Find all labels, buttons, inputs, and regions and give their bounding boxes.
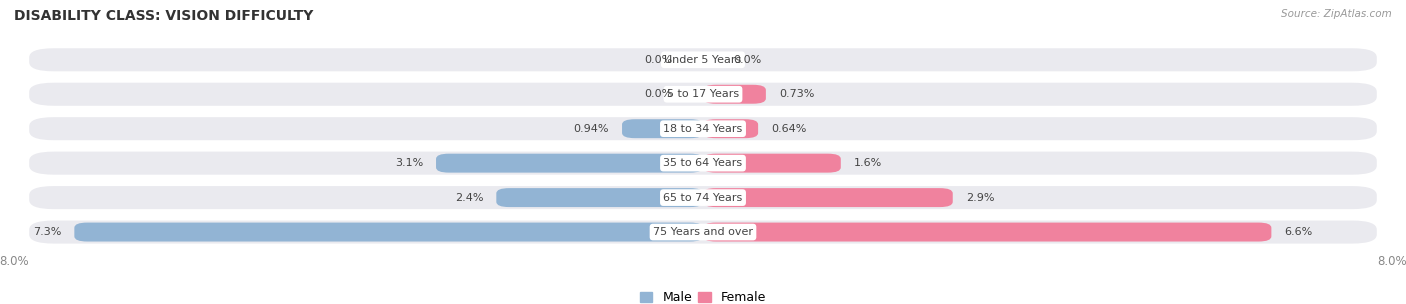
FancyBboxPatch shape <box>703 85 766 104</box>
Text: 0.0%: 0.0% <box>733 55 762 65</box>
Text: Under 5 Years: Under 5 Years <box>665 55 741 65</box>
FancyBboxPatch shape <box>28 185 1378 210</box>
FancyBboxPatch shape <box>703 223 1271 241</box>
FancyBboxPatch shape <box>496 188 703 207</box>
Text: 3.1%: 3.1% <box>395 158 423 168</box>
Text: 75 Years and over: 75 Years and over <box>652 227 754 237</box>
FancyBboxPatch shape <box>75 223 703 241</box>
Text: 65 to 74 Years: 65 to 74 Years <box>664 193 742 202</box>
Text: Source: ZipAtlas.com: Source: ZipAtlas.com <box>1281 9 1392 19</box>
FancyBboxPatch shape <box>28 150 1378 176</box>
FancyBboxPatch shape <box>28 47 1378 73</box>
Text: 0.0%: 0.0% <box>644 89 673 99</box>
FancyBboxPatch shape <box>703 154 841 173</box>
Text: 6.6%: 6.6% <box>1284 227 1313 237</box>
Text: 18 to 34 Years: 18 to 34 Years <box>664 124 742 134</box>
FancyBboxPatch shape <box>703 119 758 138</box>
FancyBboxPatch shape <box>703 188 953 207</box>
Text: DISABILITY CLASS: VISION DIFFICULTY: DISABILITY CLASS: VISION DIFFICULTY <box>14 9 314 23</box>
Text: 7.3%: 7.3% <box>34 227 62 237</box>
Text: 35 to 64 Years: 35 to 64 Years <box>664 158 742 168</box>
FancyBboxPatch shape <box>28 219 1378 245</box>
FancyBboxPatch shape <box>28 81 1378 107</box>
Text: 0.0%: 0.0% <box>644 55 673 65</box>
FancyBboxPatch shape <box>28 116 1378 142</box>
Legend: Male, Female: Male, Female <box>636 286 770 304</box>
Text: 2.4%: 2.4% <box>456 193 484 202</box>
Text: 0.64%: 0.64% <box>770 124 807 134</box>
Text: 2.9%: 2.9% <box>966 193 994 202</box>
Text: 0.94%: 0.94% <box>574 124 609 134</box>
FancyBboxPatch shape <box>436 154 703 173</box>
Text: 0.73%: 0.73% <box>779 89 814 99</box>
Text: 5 to 17 Years: 5 to 17 Years <box>666 89 740 99</box>
Text: 1.6%: 1.6% <box>853 158 882 168</box>
FancyBboxPatch shape <box>621 119 703 138</box>
